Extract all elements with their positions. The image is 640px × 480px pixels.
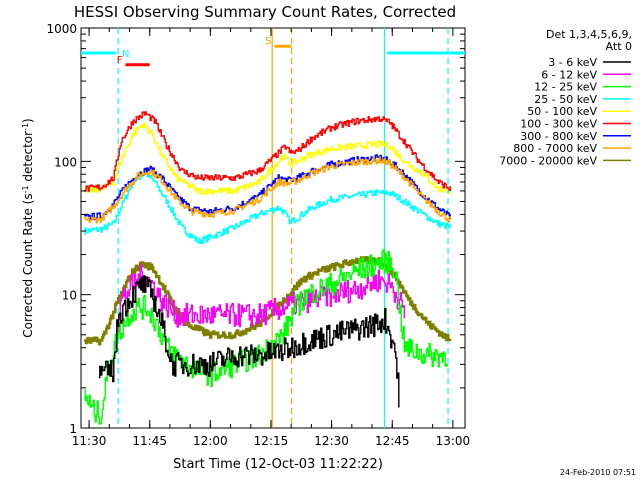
y-axis-label-end: ) (21, 118, 35, 123)
plot-frame (80, 27, 466, 429)
x-tick-label: 11:30 (72, 434, 107, 448)
legend-entry-label: 7000 - 20000 keV (499, 154, 597, 167)
legend-entry-label: 3 - 6 keV (548, 56, 597, 69)
series-line (84, 248, 448, 425)
flag-label: S (265, 36, 271, 47)
x-tick-label: 11:45 (132, 434, 167, 448)
x-tick-label: 12:30 (314, 434, 349, 448)
axes: 11:30 11:45 12:00 12:15 12:30 12:45 13:00 1 10 10… (46, 22, 470, 448)
y-axis-label-sup1: -1 (21, 185, 30, 193)
y-tick-label: 1 (69, 422, 77, 436)
footer-date: 24-Feb-2010 07:51 (560, 468, 636, 477)
series-line (84, 111, 451, 192)
y-axis-label: Corrected Count Rate (s-1 detector-1) (21, 118, 36, 337)
flag-label: N (122, 49, 129, 60)
x-tick-label: 12:00 (193, 434, 228, 448)
series-line (113, 264, 405, 358)
legend-entry-label: 800 - 7000 keV (513, 142, 597, 155)
legend-header-1: Det 1,3,4,5,6,9, (546, 28, 632, 41)
legend-entry-label: 25 - 50 keV (534, 93, 597, 106)
chart-title: HESSI Observing Summary Count Rates, Cor… (74, 3, 456, 21)
series-line (98, 275, 400, 408)
legend-entry-label: 100 - 300 keV (520, 118, 597, 131)
flag-label: F (117, 55, 123, 66)
series-line (84, 156, 451, 224)
x-tick-label: 12:45 (375, 434, 410, 448)
x-tick-label: 12:15 (254, 434, 289, 448)
legend-entry-label: 50 - 100 keV (527, 105, 597, 118)
legend-entry-label: 300 - 800 keV (520, 130, 597, 143)
flag-bars: NF S (81, 36, 465, 67)
x-axis-label: Start Time (12-Oct-03 11:22:22) (173, 457, 383, 472)
series-line (84, 154, 451, 221)
x-tick-label: 13:00 (436, 434, 471, 448)
legend-entry-label: 12 - 25 keV (534, 81, 597, 94)
y-tick-label: 10 (62, 289, 77, 303)
y-axis-label-sup2: -1 (21, 123, 30, 131)
y-tick-label: 1000 (46, 22, 77, 36)
y-axis-label-main: Corrected Count Rate (s (21, 193, 35, 337)
series-layer (83, 111, 452, 425)
legend-header-2: Att 0 (606, 40, 632, 53)
series-line (84, 172, 451, 245)
series-line (84, 122, 451, 195)
y-tick-label: 100 (54, 155, 77, 169)
plot-area (80, 27, 466, 429)
y-axis-label-mid: detector (21, 131, 35, 186)
legend-entry-label: 6 - 12 keV (541, 68, 597, 81)
vertical-markers (117, 28, 449, 428)
